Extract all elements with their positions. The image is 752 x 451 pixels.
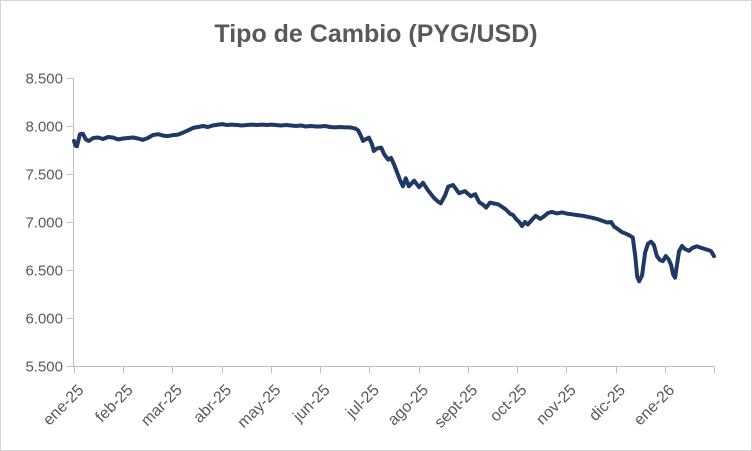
y-tick-label: 7.500	[25, 167, 63, 184]
y-tick-label: 6.000	[25, 311, 63, 328]
chart-title: Tipo de Cambio (PYG/USD)	[214, 20, 538, 48]
x-tick-label: ene-25	[40, 382, 87, 429]
x-tick-label: jun-25	[289, 382, 333, 426]
data-line-pyg-usd	[72, 122, 716, 284]
y-tick-label: 6.500	[25, 263, 63, 280]
x-tick-label: mar-25	[138, 382, 186, 430]
x-tick-label: ago-25	[385, 382, 432, 429]
y-tick-label: 8.000	[25, 119, 63, 136]
x-tick-label: abr-25	[190, 382, 235, 427]
x-tick-label: feb-25	[93, 382, 137, 426]
x-tick-label: may-25	[235, 382, 285, 432]
x-tick-label: jul-25	[342, 382, 382, 422]
y-tick-label: 5.500	[25, 359, 63, 376]
x-tick-label: ene-26	[631, 382, 678, 429]
x-tick-label: oct-25	[487, 382, 531, 426]
x-tick-label: dic-25	[586, 382, 629, 425]
x-tick-label: nov-25	[533, 382, 580, 429]
y-tick-label: 7.000	[25, 215, 63, 232]
x-tick-label: sept-25	[432, 382, 482, 432]
y-tick-label: 8.500	[25, 71, 63, 88]
